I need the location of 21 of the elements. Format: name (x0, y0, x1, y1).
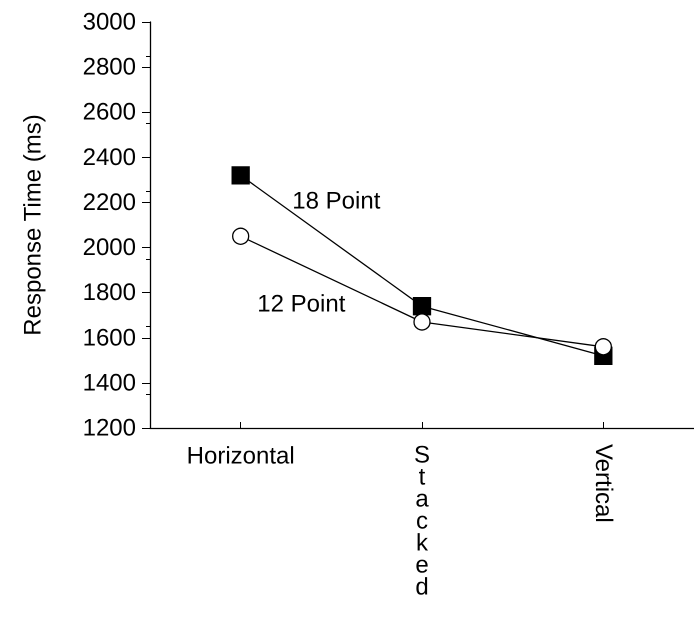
y-tick-label: 2800 (82, 54, 136, 81)
y-tick-label: 1400 (82, 369, 136, 396)
y-tick-label: 1800 (82, 279, 136, 306)
y-axis-title: Response Time (ms) (20, 114, 46, 336)
point (232, 166, 250, 185)
point (232, 228, 250, 245)
y-tick-label: 2000 (82, 234, 136, 262)
y-tick-label: 2400 (82, 144, 136, 171)
y-tick-label: 3000 (82, 8, 136, 36)
x-tick-label: Stacked (414, 442, 430, 600)
y-tick-label: 1600 (82, 324, 136, 352)
point (412, 297, 432, 316)
y-tick-label: 2600 (82, 98, 136, 126)
y-tick-label: 1200 (82, 414, 136, 442)
series-label: 12 Point (257, 290, 346, 318)
series-label: 18 Point (292, 187, 381, 214)
point (413, 313, 431, 331)
y-tick-label: 2200 (82, 188, 136, 216)
x-tick-label: Vertical (590, 444, 617, 523)
point (594, 338, 612, 356)
x-tick-label: Horizontal (186, 442, 295, 470)
